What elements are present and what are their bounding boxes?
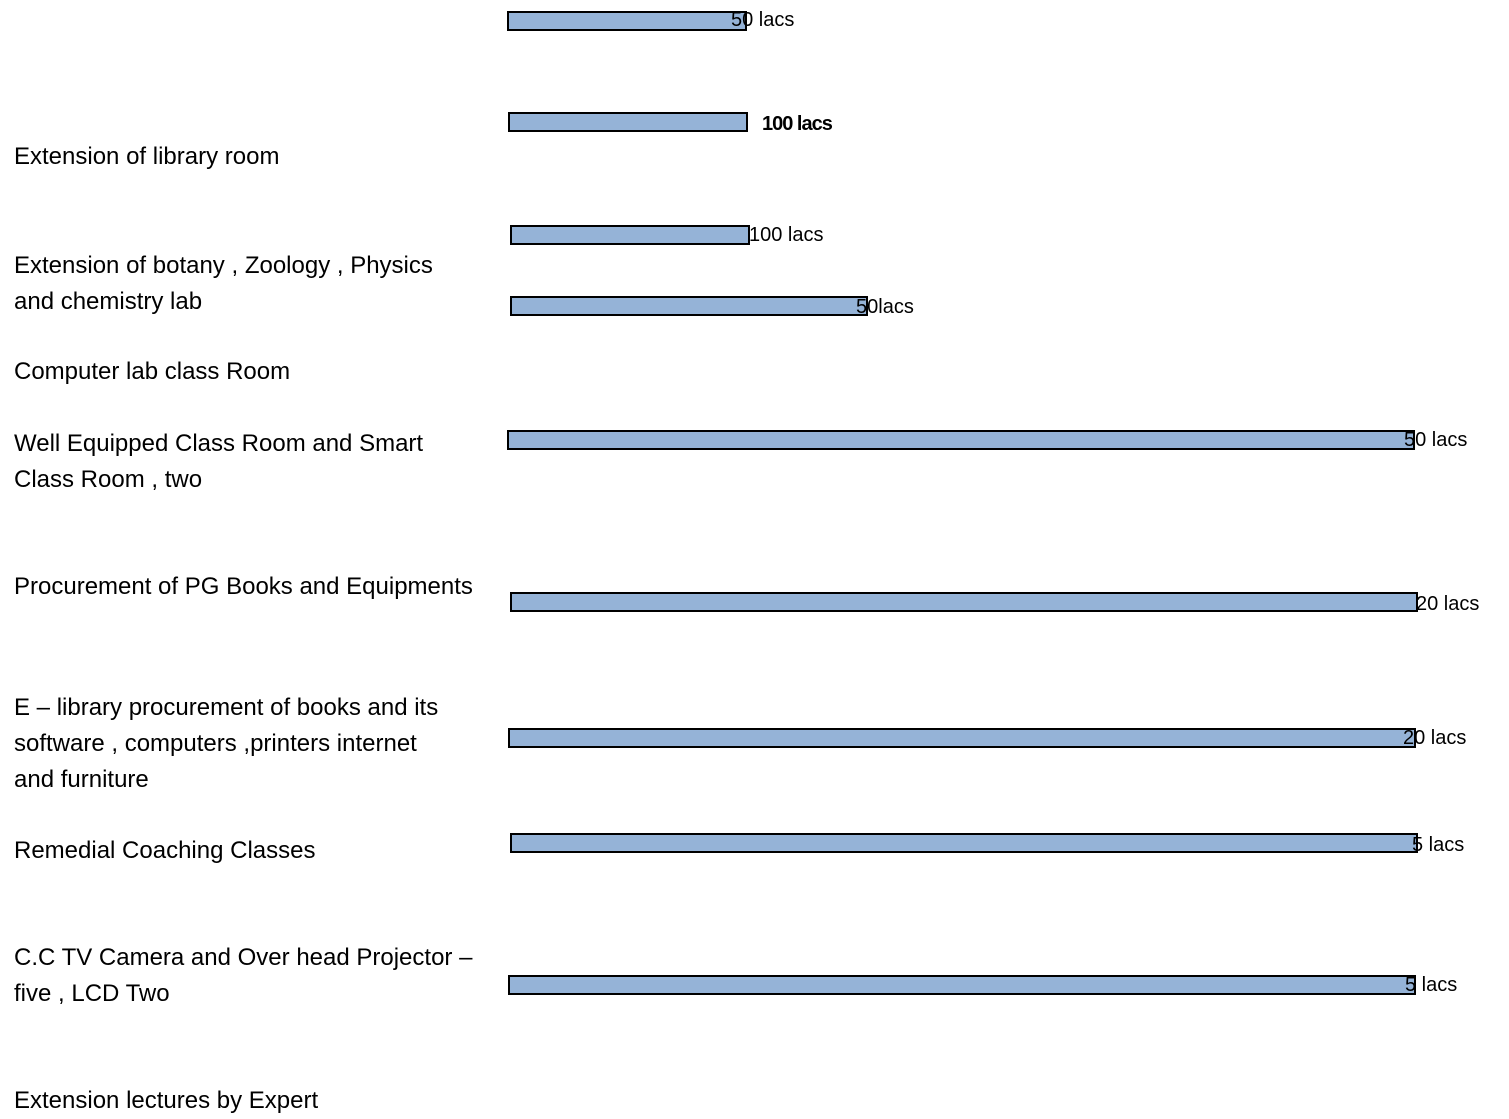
category-label: Extension of botany , Zoology , Physics …: [14, 252, 433, 315]
category-label: Remedial Coaching Classes: [14, 837, 316, 864]
bar-value-label: 20 lacs: [1403, 727, 1467, 749]
category-label: C.C TV Camera and Over head Projector – …: [14, 944, 473, 1007]
bar-value-label: 50 lacs: [1404, 429, 1468, 451]
bar: [510, 592, 1418, 612]
bar: [510, 225, 750, 245]
category-label: Procurement of PG Books and Equipments: [14, 573, 473, 600]
bar-value-label: 100 lacs: [762, 113, 833, 135]
bar-value-label: 100 lacs: [749, 224, 824, 246]
bar: [510, 833, 1418, 853]
bar: [508, 728, 1416, 748]
bar: [508, 975, 1416, 995]
bar: [510, 296, 868, 316]
category-label: Extension lectures by Expert: [14, 1087, 319, 1114]
category-label: Computer lab class Room: [14, 358, 291, 385]
bar: [508, 112, 748, 132]
bar-value-label: 50 lacs: [731, 9, 795, 31]
bar-value-label: 5 lacs: [1412, 834, 1465, 856]
bar-value-label: 5 lacs: [1405, 974, 1458, 996]
category-label: Well Equipped Class Room and Smart Class…: [14, 430, 424, 493]
bar-value-label: 50lacs: [856, 296, 914, 318]
category-label: E – library procurement of books and its…: [14, 694, 439, 793]
category-label: Extension of library room: [14, 143, 280, 170]
bar-value-label: 20 lacs: [1416, 593, 1480, 615]
bar: [507, 11, 747, 31]
bar: [507, 430, 1415, 450]
